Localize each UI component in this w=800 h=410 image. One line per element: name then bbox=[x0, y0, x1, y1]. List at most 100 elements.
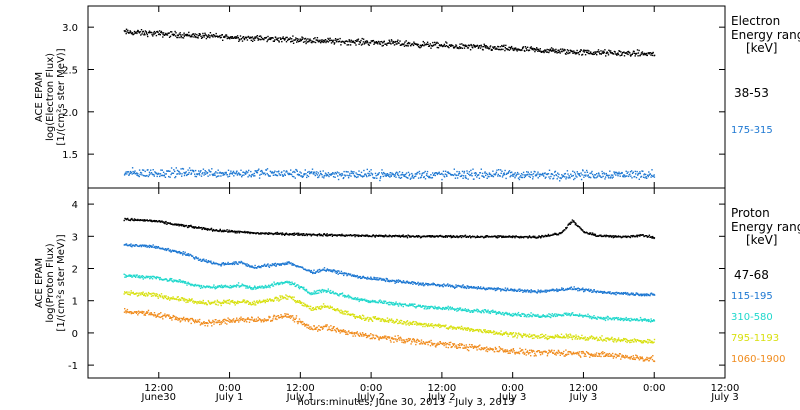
data-point bbox=[382, 319, 385, 321]
data-point bbox=[292, 42, 295, 44]
data-point bbox=[616, 54, 618, 56]
data-point bbox=[150, 293, 152, 295]
data-point bbox=[220, 36, 222, 39]
data-point bbox=[534, 235, 536, 238]
data-point bbox=[176, 173, 178, 175]
data-point bbox=[312, 171, 315, 173]
data-point bbox=[188, 226, 190, 228]
data-point bbox=[296, 232, 298, 234]
data-point bbox=[503, 173, 506, 176]
data-point bbox=[449, 306, 451, 308]
data-point bbox=[178, 224, 181, 226]
data-point bbox=[371, 299, 374, 302]
data-point bbox=[362, 317, 364, 320]
data-point bbox=[191, 301, 194, 303]
data-point bbox=[566, 289, 568, 291]
data-point bbox=[214, 229, 216, 232]
data-point bbox=[316, 269, 319, 271]
data-point bbox=[143, 219, 146, 221]
data-point bbox=[255, 36, 258, 38]
data-point bbox=[316, 171, 318, 173]
data-point bbox=[216, 286, 218, 288]
data-point bbox=[137, 292, 139, 294]
data-point bbox=[188, 300, 190, 302]
data-point bbox=[368, 277, 371, 280]
data-point bbox=[482, 309, 484, 312]
data-point bbox=[541, 235, 543, 237]
data-point bbox=[241, 176, 243, 178]
data-point bbox=[609, 291, 611, 293]
data-point bbox=[513, 175, 515, 177]
data-point bbox=[545, 173, 548, 175]
data-point bbox=[285, 294, 287, 296]
data-point bbox=[380, 277, 382, 280]
data-point bbox=[303, 305, 305, 307]
data-point bbox=[225, 301, 227, 304]
data-point bbox=[366, 235, 368, 237]
data-point bbox=[268, 284, 270, 286]
data-point bbox=[349, 172, 351, 175]
data-point bbox=[281, 296, 284, 298]
data-point bbox=[129, 245, 132, 247]
data-point bbox=[359, 41, 361, 43]
data-point bbox=[460, 175, 462, 177]
data-point bbox=[486, 177, 488, 179]
data-point bbox=[645, 176, 647, 178]
data-point bbox=[575, 52, 577, 54]
data-point bbox=[214, 174, 216, 176]
data-point bbox=[646, 54, 648, 57]
data-point bbox=[216, 175, 219, 177]
data-point bbox=[480, 235, 482, 238]
data-point bbox=[593, 233, 595, 235]
data-point bbox=[651, 52, 654, 54]
data-point bbox=[405, 40, 407, 42]
data-point bbox=[249, 266, 252, 268]
data-point bbox=[330, 270, 333, 273]
data-point bbox=[562, 230, 565, 232]
data-point bbox=[361, 299, 364, 302]
data-point bbox=[526, 316, 528, 318]
data-point bbox=[186, 298, 188, 301]
data-point bbox=[206, 261, 209, 264]
data-point bbox=[247, 171, 249, 173]
data-point bbox=[374, 300, 377, 302]
data-point bbox=[533, 291, 535, 293]
data-point bbox=[623, 55, 626, 57]
data-point bbox=[167, 297, 170, 300]
data-point bbox=[144, 245, 146, 248]
data-point bbox=[227, 302, 230, 304]
data-point bbox=[209, 174, 211, 176]
data-point bbox=[506, 288, 508, 291]
data-point bbox=[477, 287, 479, 289]
data-point bbox=[368, 173, 370, 175]
data-point bbox=[344, 235, 347, 237]
proton-ylabel-line2: log(Proton Flux) bbox=[45, 243, 56, 322]
data-point bbox=[450, 44, 453, 46]
data-point bbox=[123, 273, 125, 275]
data-point bbox=[175, 250, 177, 252]
data-point bbox=[334, 271, 336, 273]
data-point bbox=[359, 317, 361, 319]
data-point bbox=[501, 235, 504, 237]
data-point bbox=[205, 171, 207, 173]
data-point bbox=[461, 174, 463, 177]
data-point bbox=[492, 170, 494, 172]
data-point bbox=[438, 306, 440, 308]
data-point bbox=[347, 40, 349, 43]
data-point bbox=[290, 169, 292, 171]
data-point bbox=[214, 300, 216, 302]
data-point bbox=[350, 175, 352, 177]
data-point bbox=[193, 257, 195, 259]
data-point bbox=[526, 171, 528, 173]
data-point bbox=[499, 288, 501, 290]
data-point bbox=[469, 311, 472, 313]
data-point bbox=[218, 172, 220, 174]
data-point bbox=[452, 45, 454, 47]
data-point bbox=[570, 49, 572, 52]
data-point bbox=[613, 53, 615, 55]
data-point bbox=[600, 50, 602, 52]
data-point bbox=[450, 235, 452, 238]
data-point bbox=[386, 44, 388, 46]
data-point bbox=[616, 172, 618, 174]
data-point bbox=[234, 301, 236, 303]
